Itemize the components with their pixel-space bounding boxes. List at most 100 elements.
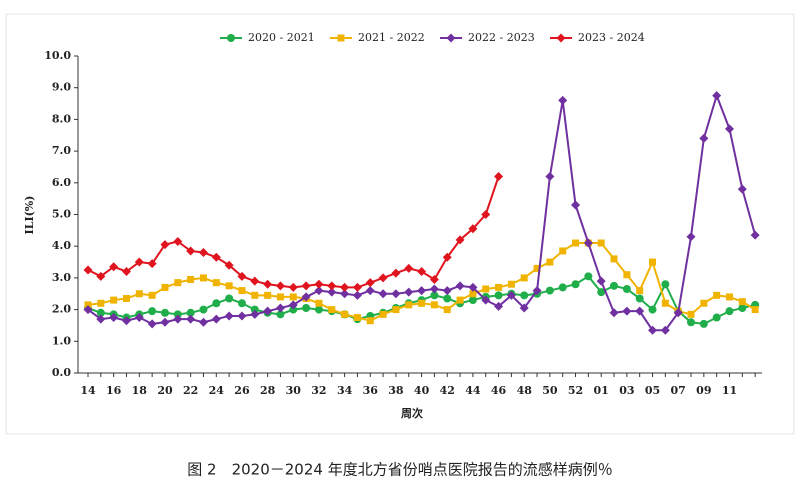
point — [661, 280, 670, 289]
point — [442, 252, 452, 262]
legend-marker — [446, 33, 456, 43]
y-tick-label: 6.0 — [52, 176, 71, 189]
point — [314, 286, 324, 296]
point — [455, 281, 465, 291]
point — [109, 313, 119, 323]
point — [495, 283, 503, 291]
x-tick-label: 05 — [645, 384, 660, 397]
point — [96, 308, 105, 317]
point — [404, 287, 414, 297]
point — [224, 311, 234, 321]
point — [455, 235, 465, 245]
point — [738, 298, 746, 306]
caption: 图 2 2020－2024 年度北方省份哨点医院报告的流感样病例％ — [187, 461, 612, 479]
x-tick-label: 30 — [286, 384, 302, 397]
point — [327, 281, 337, 291]
point — [97, 299, 105, 307]
point — [264, 291, 272, 299]
point — [519, 303, 529, 313]
legend-marker — [556, 33, 566, 43]
point — [610, 255, 618, 263]
point — [250, 276, 260, 286]
point — [250, 305, 259, 314]
y-tick-label: 0.0 — [52, 366, 71, 379]
point — [135, 290, 143, 298]
point — [161, 283, 169, 291]
point — [636, 287, 644, 295]
point — [147, 259, 157, 269]
point — [173, 314, 183, 324]
point — [378, 289, 388, 299]
point — [391, 289, 401, 299]
point — [250, 309, 260, 319]
point — [160, 317, 170, 327]
point — [83, 305, 93, 315]
point — [430, 291, 439, 300]
point — [572, 239, 580, 247]
point — [571, 200, 581, 210]
point — [558, 95, 568, 105]
point — [430, 301, 438, 309]
point — [687, 310, 695, 318]
x-tick-label: 28 — [260, 384, 276, 397]
point — [160, 240, 170, 250]
point — [352, 290, 362, 300]
x-tick-label: 50 — [542, 384, 558, 397]
point — [545, 286, 554, 295]
point — [109, 262, 119, 272]
point — [649, 258, 657, 266]
point — [481, 210, 491, 219]
point — [468, 296, 477, 305]
point — [251, 291, 259, 299]
point — [481, 295, 491, 305]
point — [635, 306, 645, 316]
point — [122, 295, 130, 303]
point — [199, 305, 208, 314]
point — [610, 281, 619, 290]
x-tick-label: 18 — [132, 384, 148, 397]
point — [378, 273, 388, 283]
point — [212, 299, 221, 308]
point — [121, 316, 131, 326]
x-tick-label: 32 — [311, 384, 326, 397]
point — [314, 279, 324, 289]
x-tick-label: 44 — [465, 384, 481, 397]
point — [469, 290, 477, 298]
point — [365, 278, 375, 288]
point — [482, 285, 490, 293]
point — [712, 91, 722, 101]
point — [571, 280, 580, 289]
point — [224, 260, 234, 270]
point — [173, 236, 183, 246]
point — [174, 279, 182, 287]
point — [314, 305, 323, 314]
point — [341, 310, 349, 318]
point — [520, 291, 529, 300]
point — [418, 299, 426, 307]
point — [584, 272, 593, 281]
point — [301, 281, 311, 291]
point — [315, 299, 323, 307]
point — [468, 224, 478, 234]
point — [275, 303, 285, 313]
point — [648, 325, 658, 335]
point — [520, 274, 528, 282]
point — [699, 319, 708, 328]
x-tick-label: 01 — [594, 384, 609, 397]
point — [365, 286, 375, 296]
point — [237, 271, 247, 281]
y-tick-label: 8.0 — [52, 112, 71, 125]
point — [661, 299, 669, 307]
point — [340, 289, 350, 299]
point — [622, 306, 632, 316]
legend-marker — [227, 34, 235, 42]
point — [84, 301, 92, 309]
x-tick-label: 26 — [234, 384, 250, 397]
point — [417, 286, 427, 296]
x-tick-label: 40 — [414, 384, 430, 397]
point — [558, 283, 567, 292]
x-tick-label: 46 — [491, 384, 507, 397]
point — [134, 313, 144, 323]
x-tick-label: 20 — [157, 384, 173, 397]
